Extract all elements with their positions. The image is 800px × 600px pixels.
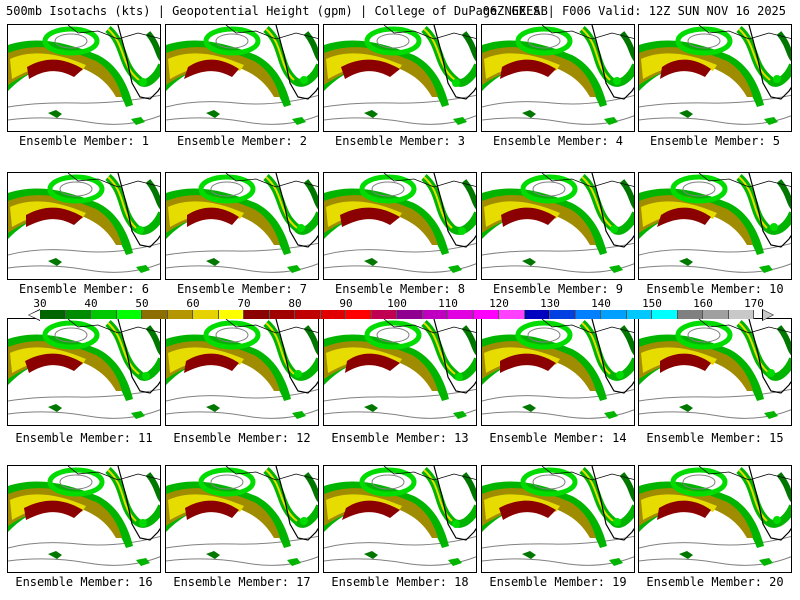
ensemble-member-map [165, 24, 319, 132]
colorbar-cell [422, 310, 448, 319]
ensemble-member-map [165, 172, 319, 280]
colorbar-tick-label: 160 [693, 297, 713, 310]
ensemble-member-label: Ensemble Member: 13 [331, 431, 469, 445]
ensemble-member-label: Ensemble Member: 5 [649, 134, 781, 148]
ensemble-member-label: Ensemble Member: 20 [646, 575, 784, 589]
colorbar-tick-label: 100 [387, 297, 407, 310]
colorbar-cell [448, 310, 474, 319]
colorbar-cell [703, 310, 729, 319]
ensemble-member-map [481, 318, 635, 426]
ensemble-member-label: Ensemble Member: 3 [334, 134, 466, 148]
colorbar-tick-label: 70 [237, 297, 251, 310]
colorbar-tick-label: 80 [288, 297, 302, 310]
ensemble-member-label: Ensemble Member: 9 [492, 282, 624, 296]
colorbar-tick-label: 40 [84, 297, 98, 310]
colorbar-cell [397, 310, 423, 319]
colorbar-cell [626, 310, 652, 319]
colorbar-cell [295, 310, 321, 319]
ensemble-member-label: Ensemble Member: 7 [176, 282, 308, 296]
ensemble-member-map [165, 318, 319, 426]
colorbar-cell [244, 310, 270, 319]
ensemble-member-map [481, 172, 635, 280]
colorbar-tick-label: 140 [591, 297, 611, 310]
colorbar-cell [677, 310, 703, 319]
colorbar-cell [652, 310, 678, 319]
colorbar-cell [65, 310, 91, 319]
ensemble-member-label: Ensemble Member: 14 [489, 431, 627, 445]
colorbar-cell [142, 310, 168, 319]
colorbar-cell [91, 310, 117, 319]
colorbar [40, 310, 754, 319]
colorbar-cell [40, 310, 66, 319]
ensemble-member-label: Ensemble Member: 11 [15, 431, 153, 445]
ensemble-member-map [323, 318, 477, 426]
colorbar-cell [575, 310, 601, 319]
colorbar-arrow-left-icon [29, 310, 40, 320]
colorbar-tick-label: 30 [33, 297, 47, 310]
colorbar-tick-label: 110 [438, 297, 458, 310]
colorbar-cell [193, 310, 219, 319]
colorbar-cell [499, 310, 525, 319]
colorbar-cell [320, 310, 346, 319]
ensemble-member-label: Ensemble Member: 16 [15, 575, 153, 589]
colorbar-cell [371, 310, 397, 319]
ensemble-member-map [481, 465, 635, 573]
colorbar-cell [473, 310, 499, 319]
ensemble-member-map [7, 24, 161, 132]
colorbar-cell [218, 310, 244, 319]
map-title: 500mb Isotachs (kts) | Geopotential Heig… [6, 4, 548, 18]
colorbar-cell [269, 310, 295, 319]
ensemble-member-map [638, 24, 792, 132]
ensemble-member-map [638, 172, 792, 280]
ensemble-member-label: Ensemble Member: 18 [331, 575, 469, 589]
ensemble-member-map [165, 465, 319, 573]
ensemble-member-label: Ensemble Member: 4 [492, 134, 624, 148]
colorbar-arrow-right-icon [763, 310, 773, 320]
ensemble-member-label: Ensemble Member: 2 [176, 134, 308, 148]
ensemble-member-map [638, 465, 792, 573]
colorbar-cell [346, 310, 372, 319]
ensemble-member-map [323, 465, 477, 573]
colorbar-cell [167, 310, 193, 319]
colorbar-tick-label: 60 [186, 297, 200, 310]
colorbar-tick-label: 120 [489, 297, 509, 310]
colorbar-cell [116, 310, 142, 319]
ensemble-member-label: Ensemble Member: 10 [646, 282, 784, 296]
ensemble-member-map [323, 172, 477, 280]
ensemble-member-label: Ensemble Member: 12 [173, 431, 311, 445]
ensemble-member-map [638, 318, 792, 426]
colorbar-cell [601, 310, 627, 319]
ensemble-member-map [7, 465, 161, 573]
ensemble-member-label: Ensemble Member: 8 [334, 282, 466, 296]
ensemble-member-map [7, 172, 161, 280]
colorbar-cell [524, 310, 550, 319]
colorbar-cell [728, 310, 754, 319]
colorbar-tick-label: 130 [540, 297, 560, 310]
ensemble-member-label: Ensemble Member: 17 [173, 575, 311, 589]
ensemble-member-label: Ensemble Member: 6 [18, 282, 150, 296]
model-run-info: 06Z GEFS | F006 Valid: 12Z SUN NOV 16 20… [482, 4, 786, 18]
ensemble-member-map [481, 24, 635, 132]
colorbar-cell [550, 310, 576, 319]
ensemble-member-map [7, 318, 161, 426]
ensemble-member-label: Ensemble Member: 19 [489, 575, 627, 589]
colorbar-tick-label: 150 [642, 297, 662, 310]
ensemble-member-label: Ensemble Member: 15 [646, 431, 784, 445]
colorbar-tick-label: 90 [339, 297, 353, 310]
colorbar-tick-label: 50 [135, 297, 149, 310]
ensemble-member-map [323, 24, 477, 132]
colorbar-tick-label: 170 [744, 297, 764, 310]
ensemble-member-label: Ensemble Member: 1 [18, 134, 150, 148]
